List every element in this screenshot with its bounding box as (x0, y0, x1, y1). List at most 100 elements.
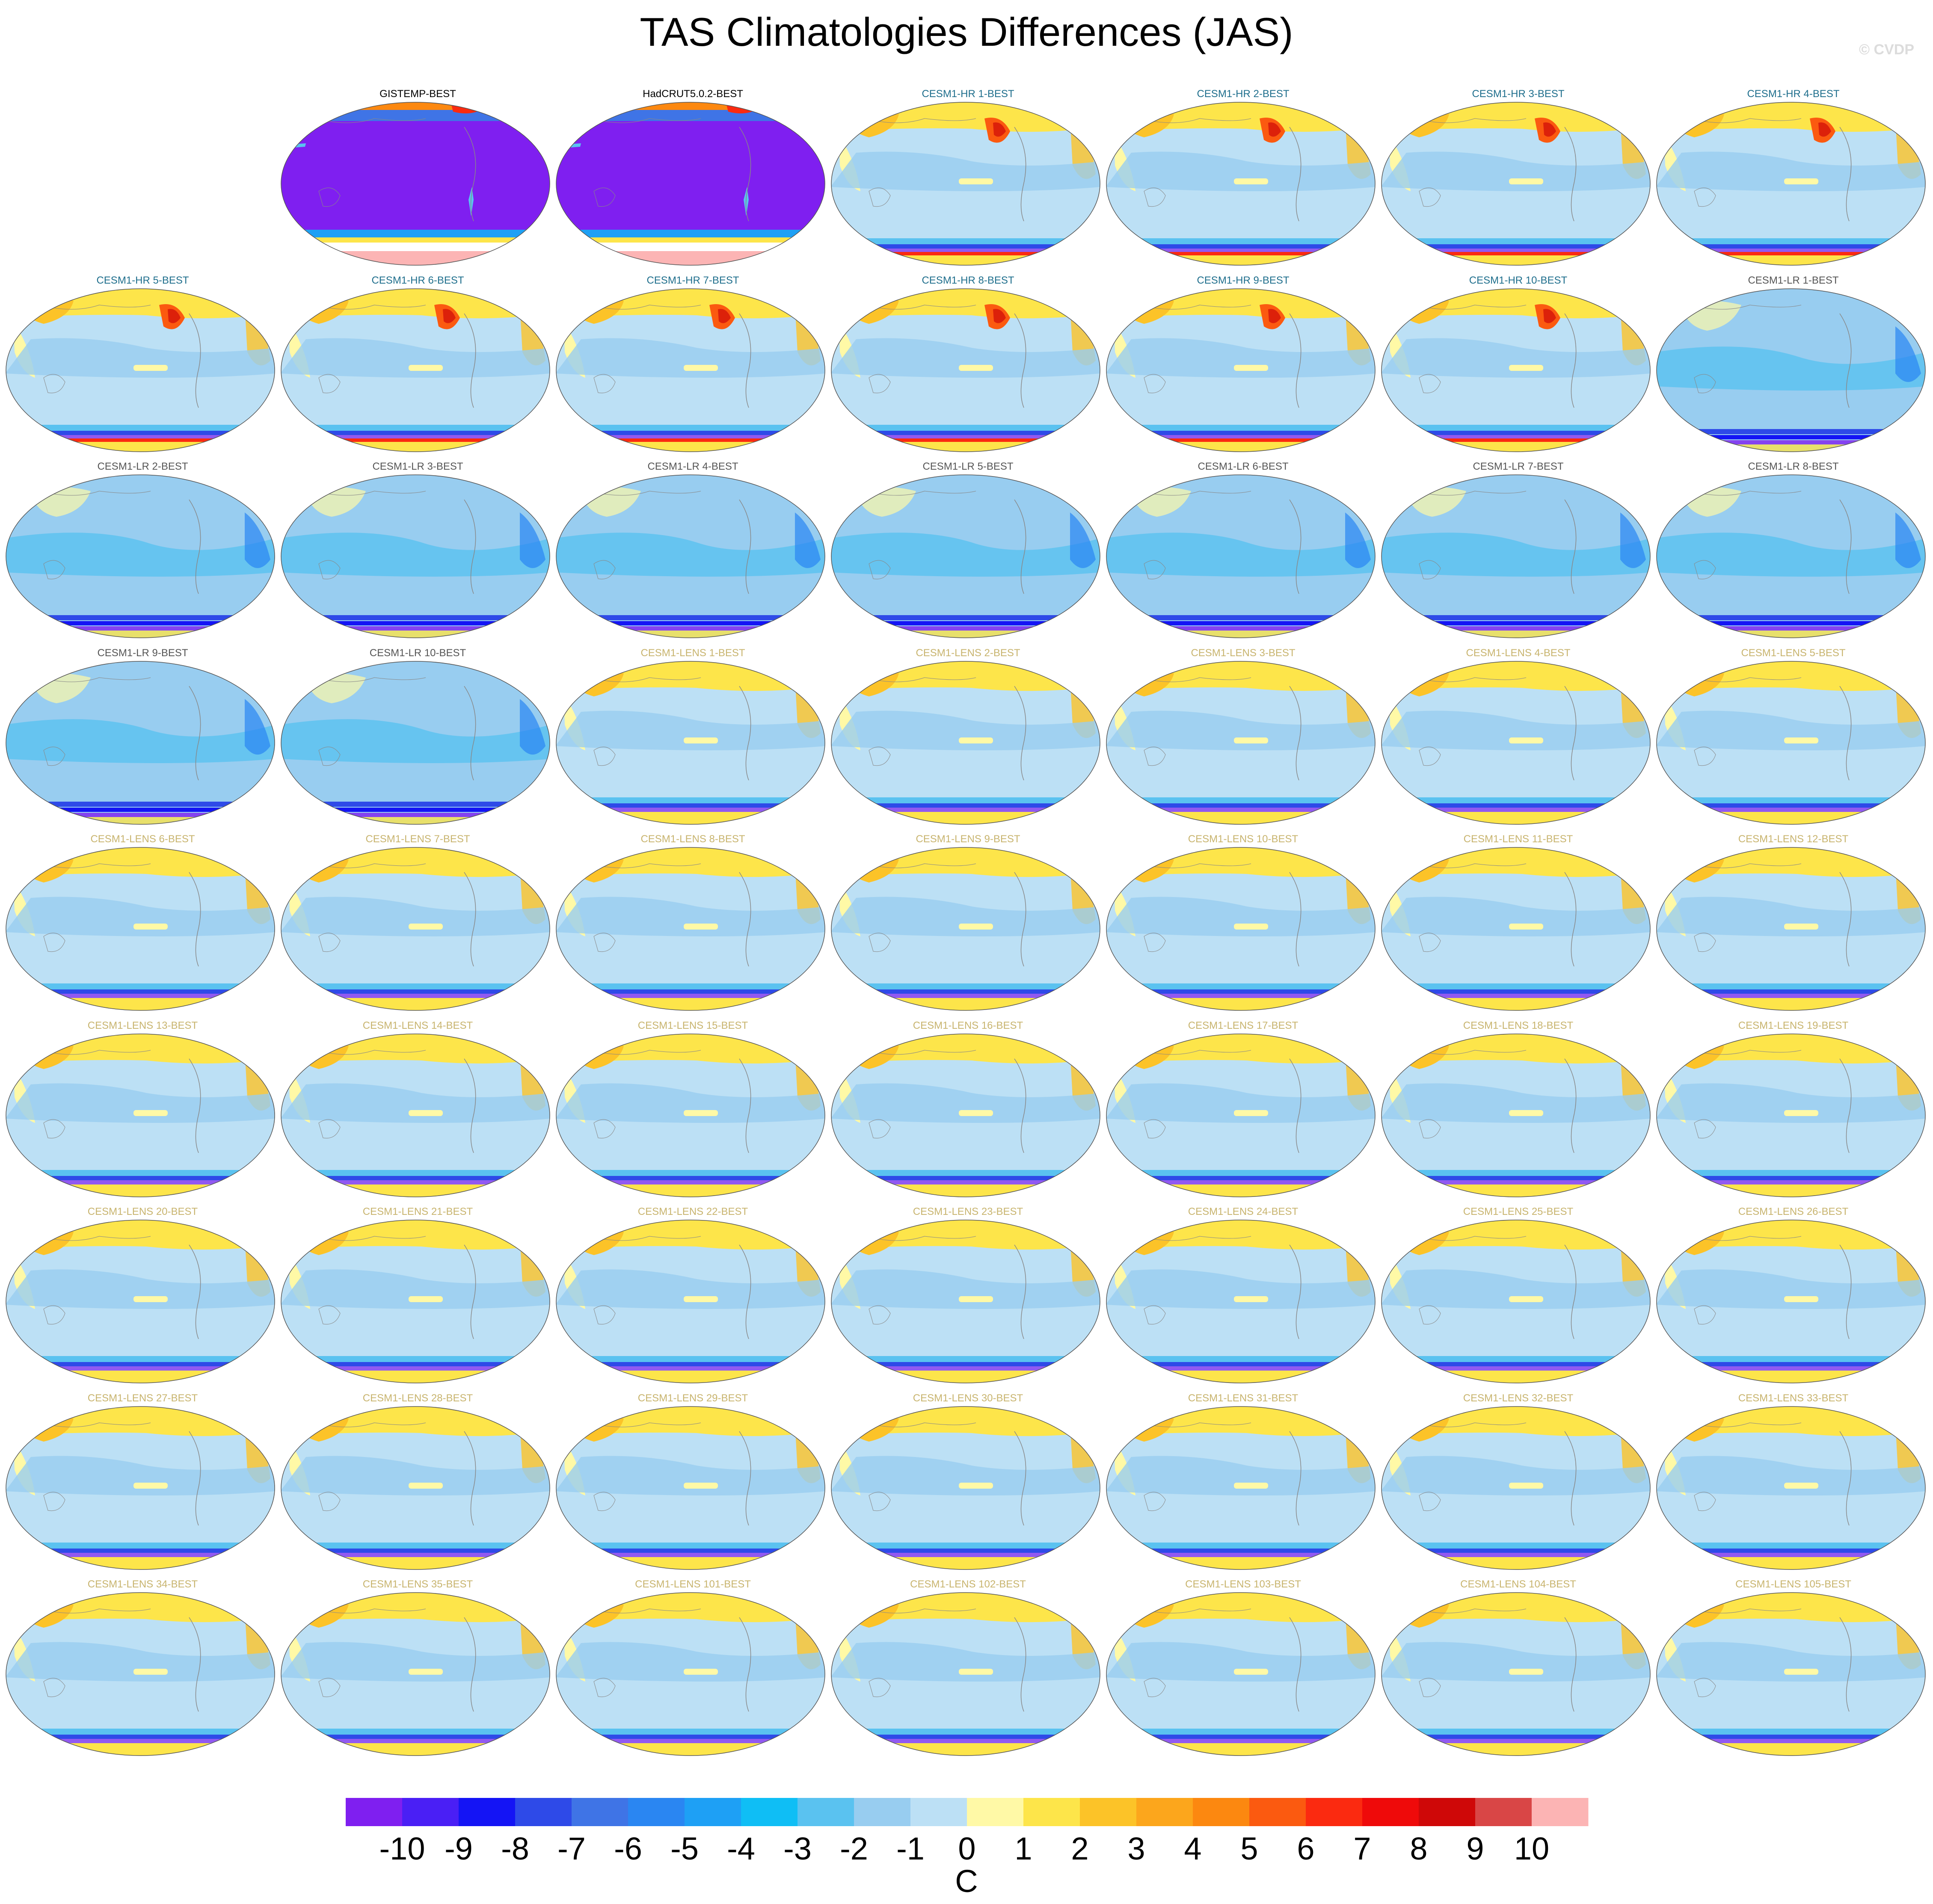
map-panel: CESM1-LENS 101-BEST (555, 1578, 830, 1765)
map-panel-title: CESM1-LENS 104-BEST (1460, 1578, 1576, 1590)
map-panel: CESM1-LR 3-BEST (280, 460, 555, 647)
map-globe (1381, 1592, 1651, 1756)
map-panel: CESM1-LENS 6-BEST (5, 833, 280, 1019)
map-panel: CESM1-LENS 16-BEST (830, 1019, 1106, 1206)
map-panel-title: CESM1-LENS 31-BEST (1188, 1392, 1299, 1404)
map-panel-title: CESM1-LENS 7-BEST (365, 833, 470, 845)
map-panel-title: CESM1-LENS 33-BEST (1738, 1392, 1849, 1404)
map-globe (1656, 288, 1926, 452)
map-panel-title: CESM1-HR 2-BEST (1197, 88, 1290, 100)
map-panel: GISTEMP-BEST (280, 88, 555, 274)
map-globe (6, 1220, 275, 1383)
map-panel-title: CESM1-LENS 105-BEST (1735, 1578, 1851, 1590)
map-globe (1656, 1033, 1926, 1197)
map-globe (1381, 102, 1651, 266)
map-panel-title: CESM1-LENS 30-BEST (913, 1392, 1023, 1404)
map-panel-title: CESM1-LENS 20-BEST (87, 1206, 198, 1217)
map-panel-title: CESM1-LENS 16-BEST (913, 1019, 1023, 1031)
map-panel-title: CESM1-LENS 27-BEST (87, 1392, 198, 1404)
map-panel-title: CESM1-LENS 21-BEST (362, 1206, 473, 1217)
map-panel: CESM1-LENS 29-BEST (555, 1392, 830, 1578)
colorbar-tick-label: -3 (783, 1831, 812, 1866)
map-panel-title: CESM1-LR 6-BEST (1198, 461, 1289, 472)
map-panel: CESM1-LENS 20-BEST (5, 1205, 280, 1392)
colorbar-units: C (955, 1863, 978, 1899)
watermark: © CVDP (1859, 41, 1914, 58)
map-panel: CESM1-LENS 7-BEST (280, 833, 555, 1019)
map-panel-title: CESM1-LENS 14-BEST (362, 1019, 473, 1031)
map-panel-title: CESM1-LENS 102-BEST (910, 1578, 1026, 1590)
map-panel-title: GISTEMP-BEST (379, 88, 456, 100)
map-globe (556, 102, 825, 266)
map-panel: CESM1-LENS 104-BEST (1381, 1578, 1656, 1765)
map-globe (556, 660, 825, 825)
map-panel-title: CESM1-LENS 103-BEST (1185, 1578, 1301, 1590)
map-globe (1656, 102, 1926, 266)
map-panel: CESM1-LR 10-BEST (280, 647, 555, 833)
colorbar-tick-label: 1 (1014, 1831, 1032, 1866)
map-panel: CESM1-LENS 33-BEST (1656, 1392, 1931, 1578)
map-panel: CESM1-LENS 32-BEST (1381, 1392, 1656, 1578)
map-globe (6, 660, 275, 825)
map-panel-title: CESM1-LR 9-BEST (97, 647, 188, 659)
map-globe (1106, 1406, 1376, 1570)
map-panel-title: CESM1-LENS 24-BEST (1188, 1206, 1299, 1217)
map-panel: CESM1-HR 6-BEST (280, 274, 555, 461)
colorbar-tick-label: -4 (727, 1831, 755, 1866)
map-panel: CESM1-LENS 14-BEST (280, 1019, 555, 1206)
map-globe (556, 474, 825, 638)
colorbar-tick-label: 9 (1466, 1831, 1484, 1866)
map-panel: CESM1-LENS 35-BEST (280, 1578, 555, 1765)
colorbar-tick-label: 3 (1127, 1831, 1145, 1866)
map-globe (1656, 474, 1926, 638)
map-panel-title: CESM1-LENS 29-BEST (637, 1392, 748, 1404)
map-panel-title: CESM1-LENS 35-BEST (362, 1578, 473, 1590)
map-globe (1656, 1406, 1926, 1570)
colorbar-tick-label: 0 (958, 1831, 976, 1866)
map-panel: CESM1-HR 5-BEST (5, 274, 280, 461)
map-panel: CESM1-LENS 103-BEST (1106, 1578, 1381, 1765)
map-panel: CESM1-LENS 18-BEST (1381, 1019, 1656, 1206)
map-globe (831, 847, 1100, 1011)
map-panel: CESM1-LENS 1-BEST (555, 647, 830, 833)
map-panel: CESM1-LENS 21-BEST (280, 1205, 555, 1392)
map-panel-title: HadCRUT5.0.2-BEST (643, 88, 743, 100)
map-panel-title: CESM1-LR 5-BEST (922, 461, 1014, 472)
map-panel: CESM1-HR 4-BEST (1656, 88, 1931, 274)
colorbar-tick-label: 2 (1071, 1831, 1089, 1866)
map-globe (6, 288, 275, 452)
map-globe (281, 102, 550, 266)
map-globe (1381, 474, 1651, 638)
map-panel: CESM1-LENS 25-BEST (1381, 1205, 1656, 1392)
map-panel-title: CESM1-LENS 6-BEST (90, 833, 195, 845)
map-globe (1106, 847, 1376, 1011)
map-globe (1106, 1220, 1376, 1383)
map-panel-title: CESM1-HR 9-BEST (1197, 274, 1290, 286)
map-panel: CESM1-LENS 9-BEST (830, 833, 1106, 1019)
map-panel: CESM1-LENS 26-BEST (1656, 1205, 1931, 1392)
map-panel: CESM1-LENS 34-BEST (5, 1578, 280, 1765)
map-globe (831, 288, 1100, 452)
map-globe (1381, 660, 1651, 825)
map-panel-title: CESM1-LR 4-BEST (647, 461, 738, 472)
map-globe (1381, 847, 1651, 1011)
map-panel-title: CESM1-LENS 22-BEST (637, 1206, 748, 1217)
map-globe (1106, 1033, 1376, 1197)
map-panel-title: CESM1-LR 10-BEST (369, 647, 466, 659)
map-panel: CESM1-LENS 28-BEST (280, 1392, 555, 1578)
map-globe (556, 1220, 825, 1383)
map-panel: CESM1-LENS 24-BEST (1106, 1205, 1381, 1392)
map-panel-title: CESM1-HR 10-BEST (1469, 274, 1568, 286)
map-globe (6, 1406, 275, 1570)
map-panel: CESM1-LENS 22-BEST (555, 1205, 830, 1392)
colorbar-tick-label: -5 (670, 1831, 699, 1866)
map-panel: CESM1-LENS 2-BEST (830, 647, 1106, 833)
colorbar-tick-label: -7 (557, 1831, 586, 1866)
map-panel-title: CESM1-HR 7-BEST (646, 274, 739, 286)
colorbar-tick-label: -6 (614, 1831, 642, 1866)
map-globe (831, 660, 1100, 825)
map-panel: CESM1-HR 8-BEST (830, 274, 1106, 461)
map-globe (1381, 288, 1651, 452)
colorbar-tick-label: 6 (1297, 1831, 1315, 1866)
map-panel: CESM1-LR 8-BEST (1656, 460, 1931, 647)
